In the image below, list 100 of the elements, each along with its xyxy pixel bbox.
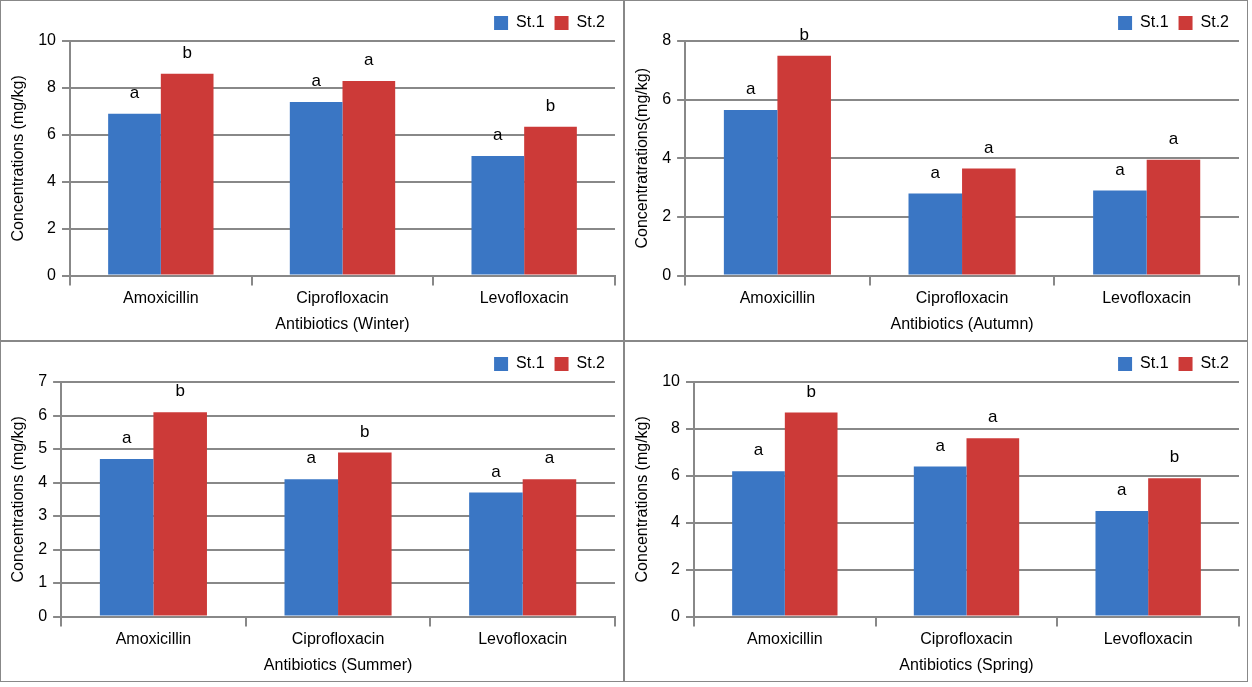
y-tick-label: 6 bbox=[38, 405, 48, 423]
y-tick-label: 6 bbox=[662, 90, 672, 108]
bar bbox=[524, 126, 577, 275]
data-label: a bbox=[1115, 159, 1126, 179]
data-label: a bbox=[930, 162, 941, 182]
bar bbox=[1093, 190, 1147, 275]
bar bbox=[160, 73, 214, 275]
data-label: a bbox=[491, 461, 502, 481]
data-label: b bbox=[545, 95, 556, 115]
data-label: a bbox=[364, 50, 375, 70]
y-tick-label: 5 bbox=[38, 439, 48, 457]
y-tick-label: 4 bbox=[662, 148, 672, 166]
y-tick-label: 4 bbox=[38, 472, 48, 490]
legend-label: St.1 bbox=[1140, 13, 1169, 31]
y-tick-label: 10 bbox=[662, 372, 681, 390]
x-tick-label: Levofloxacin bbox=[479, 288, 569, 306]
bar bbox=[966, 438, 1020, 616]
data-label: b bbox=[799, 24, 809, 44]
y-tick-label: 4 bbox=[47, 172, 57, 190]
data-label: b bbox=[182, 43, 192, 63]
data-label: b bbox=[360, 421, 370, 441]
legend-label: St.2 bbox=[576, 354, 606, 372]
x-axis-title: Antibiotics (Autumn) bbox=[890, 314, 1034, 332]
data-label: a bbox=[544, 448, 555, 468]
y-tick-label: 6 bbox=[47, 125, 57, 143]
data-label: a bbox=[935, 435, 946, 455]
data-label: a bbox=[984, 137, 995, 157]
x-tick-label: Levofloxacin bbox=[1103, 629, 1193, 647]
data-label: a bbox=[753, 440, 764, 460]
y-tick-label: 8 bbox=[671, 419, 681, 437]
y-tick-label: 2 bbox=[671, 560, 681, 578]
bar bbox=[908, 193, 963, 275]
x-axis-title: Antibiotics (Winter) bbox=[275, 314, 410, 332]
y-tick-label: 8 bbox=[47, 78, 57, 96]
bar bbox=[784, 412, 838, 616]
bar bbox=[913, 466, 967, 616]
y-tick-label: 10 bbox=[38, 31, 57, 49]
bar bbox=[471, 155, 525, 275]
legend-label: St.1 bbox=[516, 13, 545, 31]
x-axis-title: Antibiotics (Summer) bbox=[263, 655, 413, 673]
data-label: a bbox=[988, 407, 999, 427]
x-tick-label: Ciprofloxacin bbox=[915, 288, 1009, 306]
bar bbox=[777, 55, 831, 275]
bar bbox=[723, 109, 778, 275]
data-label: b bbox=[1169, 447, 1180, 467]
legend-label: St.2 bbox=[1200, 13, 1230, 31]
x-tick-label: Amoxicillin bbox=[123, 288, 199, 306]
bar bbox=[962, 168, 1016, 275]
y-tick-label: 3 bbox=[38, 506, 48, 524]
data-label: a bbox=[493, 125, 504, 145]
y-axis-title: Concentrations (mg/kg) bbox=[9, 75, 27, 242]
y-tick-label: 0 bbox=[662, 266, 672, 284]
legend-label: St.2 bbox=[1200, 354, 1230, 372]
x-axis-title: Antibiotics (Spring) bbox=[899, 655, 1034, 673]
y-tick-label: 8 bbox=[662, 31, 672, 49]
y-axis-title: Concentratrations(mg/kg) bbox=[633, 68, 651, 249]
bar bbox=[99, 459, 154, 616]
bar bbox=[1148, 478, 1201, 616]
bar bbox=[732, 471, 785, 616]
y-axis-title: Concentrations (mg/kg) bbox=[9, 416, 27, 583]
x-tick-label: Levofloxacin bbox=[1102, 288, 1192, 306]
y-tick-label: 2 bbox=[662, 207, 672, 225]
y-tick-label: 7 bbox=[38, 372, 48, 390]
y-tick-label: 4 bbox=[671, 513, 681, 531]
x-tick-label: Amoxicillin bbox=[739, 288, 816, 306]
data-label: a bbox=[1168, 128, 1179, 148]
legend-label: St.1 bbox=[516, 354, 545, 372]
data-label: a bbox=[745, 79, 756, 99]
bar bbox=[342, 80, 396, 275]
x-tick-label: Levofloxacin bbox=[478, 629, 568, 647]
y-tick-label: 0 bbox=[38, 607, 48, 625]
data-label: a bbox=[121, 428, 132, 448]
bar bbox=[1095, 511, 1149, 616]
data-label: b bbox=[806, 381, 816, 401]
bar bbox=[338, 452, 392, 616]
legend-label: St.1 bbox=[1140, 354, 1169, 372]
data-label: a bbox=[1117, 480, 1128, 500]
bar bbox=[153, 412, 207, 616]
x-tick-label: Ciprofloxacin bbox=[920, 629, 1013, 647]
y-tick-label: 2 bbox=[38, 539, 48, 557]
x-tick-label: Amoxicillin bbox=[115, 629, 192, 647]
y-tick-label: 2 bbox=[47, 219, 57, 237]
bar bbox=[284, 479, 339, 616]
y-axis-title: Concentrations (mg/kg) bbox=[633, 416, 651, 583]
bar bbox=[522, 479, 577, 616]
y-tick-label: 0 bbox=[47, 266, 57, 284]
x-tick-label: Ciprofloxacin bbox=[296, 288, 389, 306]
data-label: a bbox=[306, 448, 317, 468]
bar bbox=[108, 113, 161, 275]
bar bbox=[289, 102, 343, 275]
legend-label: St.2 bbox=[576, 13, 606, 31]
data-label: a bbox=[311, 71, 322, 91]
data-label: b bbox=[175, 381, 185, 401]
x-tick-label: Ciprofloxacin bbox=[291, 629, 385, 647]
y-tick-label: 6 bbox=[671, 466, 681, 484]
bar bbox=[1146, 159, 1201, 275]
bar bbox=[469, 492, 523, 616]
y-tick-label: 0 bbox=[671, 607, 681, 625]
x-tick-label: Amoxicillin bbox=[747, 629, 823, 647]
y-tick-label: 1 bbox=[38, 573, 48, 591]
